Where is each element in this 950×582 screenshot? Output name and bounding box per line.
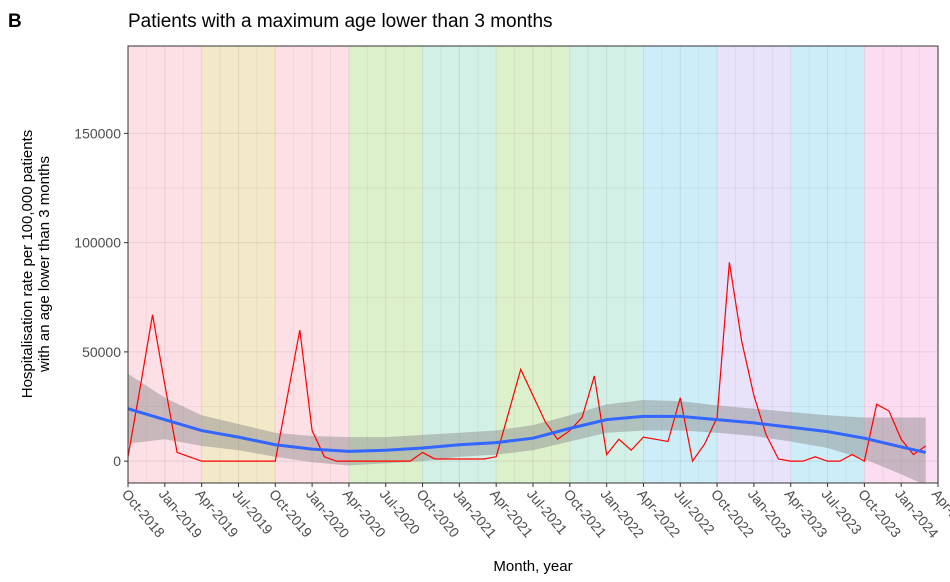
plot-area bbox=[128, 46, 938, 483]
trend-line bbox=[128, 407, 927, 454]
panel-label: B bbox=[8, 11, 22, 32]
confidence-band bbox=[128, 373, 926, 483]
season-band bbox=[496, 46, 570, 483]
season-band bbox=[275, 46, 349, 483]
y-tick-label: 0 bbox=[113, 453, 121, 469]
season-band bbox=[201, 46, 276, 483]
season-band bbox=[128, 46, 202, 483]
season-band bbox=[348, 46, 423, 483]
y-axis-title: Hospitalisation rate per 100,000 patient… bbox=[19, 130, 36, 399]
y-axis-title: with an age lower than 3 months bbox=[36, 156, 53, 373]
x-axis-title: Month, year bbox=[493, 558, 572, 575]
season-band bbox=[569, 46, 644, 483]
season-band bbox=[643, 46, 718, 483]
y-tick-label: 100000 bbox=[74, 235, 121, 251]
chart-title: Patients with a maximum age lower than 3… bbox=[128, 11, 553, 32]
season-band bbox=[790, 46, 865, 483]
season-band bbox=[422, 46, 497, 483]
season-band bbox=[864, 46, 938, 483]
y-tick-label: 150000 bbox=[74, 125, 121, 141]
y-tick-label: 50000 bbox=[82, 344, 121, 360]
data-line bbox=[128, 262, 927, 463]
